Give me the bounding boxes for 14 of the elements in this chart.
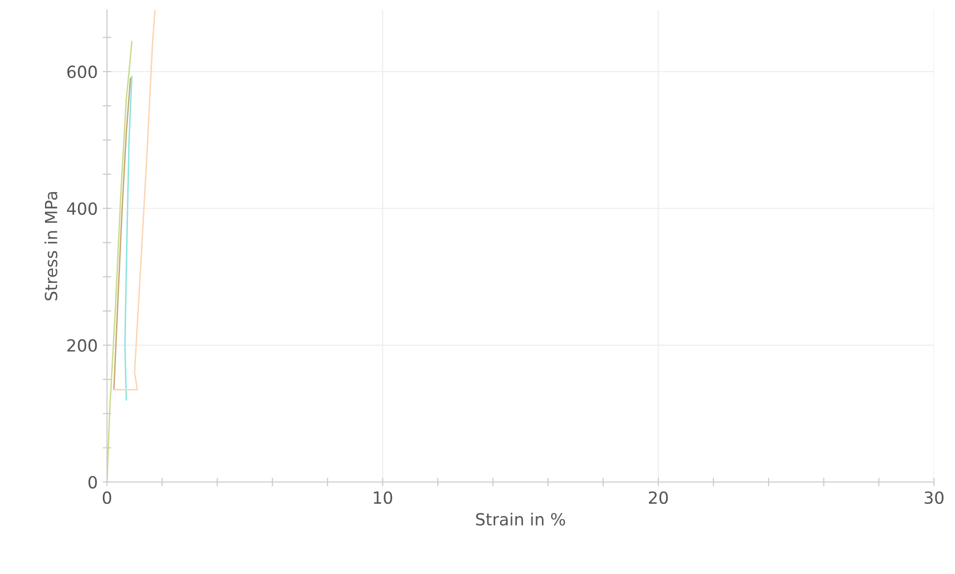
- y-axis-title: Stress in MPa: [44, 192, 58, 300]
- x-tick-label: 30: [924, 491, 944, 504]
- y-tick-label: 0: [88, 476, 97, 489]
- y-tick-label: 600: [67, 66, 97, 78]
- line-series: [124, 76, 133, 401]
- x-axis-title: Strain in %: [476, 512, 566, 526]
- x-tick-label: 0: [102, 491, 112, 504]
- x-tick-label: 20: [648, 491, 668, 504]
- line-series: [107, 40, 133, 482]
- y-tick-label: 200: [67, 339, 97, 352]
- line-series: [113, 78, 132, 390]
- y-tick-label: 400: [66, 202, 97, 215]
- x-tick-label: 10: [374, 491, 392, 504]
- line-series: [113, 10, 156, 390]
